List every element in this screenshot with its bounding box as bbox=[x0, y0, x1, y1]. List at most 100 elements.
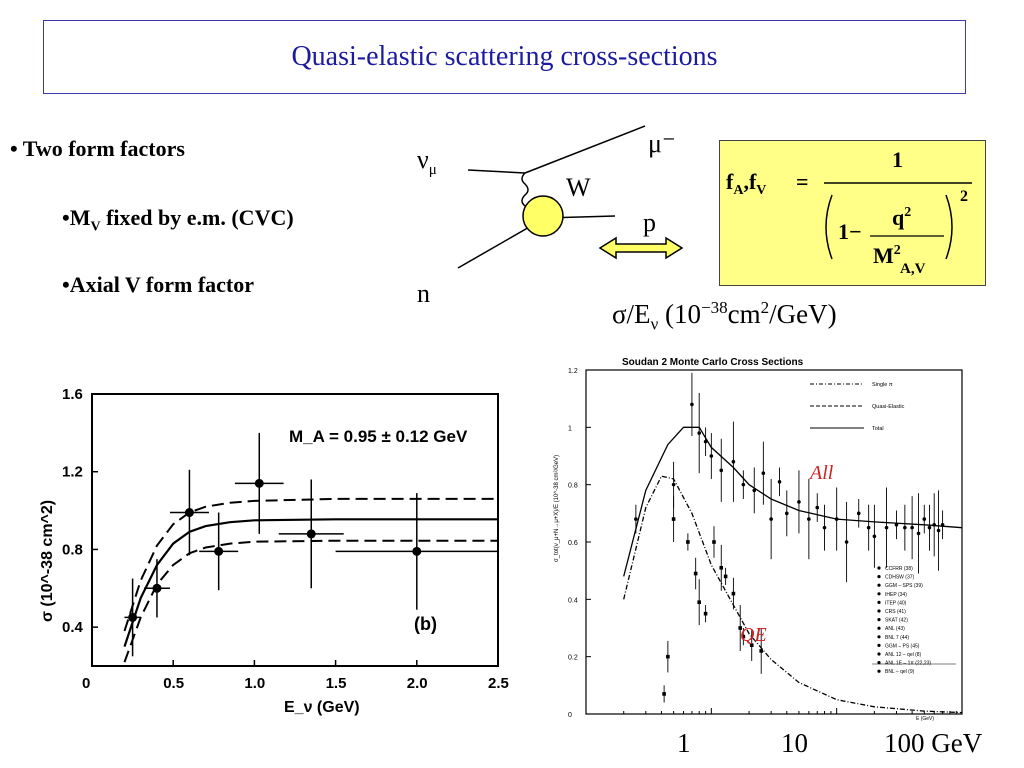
qe-data-point bbox=[662, 685, 666, 703]
total-data-point bbox=[769, 478, 773, 560]
formula-lhs: fA,fV bbox=[726, 169, 766, 198]
right-plot-axes: 0 0.2 0.4 0.6 0.8 1 1.2 bbox=[568, 368, 963, 719]
data-point bbox=[124, 578, 141, 657]
svg-text:q2: q2 bbox=[892, 205, 911, 230]
w-boson-line bbox=[521, 172, 529, 207]
p-label: p bbox=[643, 208, 656, 237]
data-point bbox=[234, 432, 284, 534]
legend-marker bbox=[877, 600, 881, 604]
total-data-point bbox=[922, 504, 927, 534]
legend-marker bbox=[877, 592, 881, 596]
neutrino-line bbox=[467, 169, 526, 174]
left-plot-frame bbox=[91, 393, 499, 667]
title-box: Quasi-elastic scattering cross-sections bbox=[43, 20, 966, 94]
qe-data-point bbox=[697, 579, 701, 626]
legend-marker bbox=[877, 583, 881, 587]
legend-marker bbox=[877, 566, 881, 570]
left-plot-axes: 0 0.5 1.0 1.5 2.0 2.5 0.4 0.8 1.2 1.6 bbox=[62, 386, 509, 692]
right-y-tick-label: 0.6 bbox=[568, 540, 578, 547]
total-data-point bbox=[741, 470, 746, 499]
right-cross-section-plot: 0 0.2 0.4 0.6 0.8 1 1.2 Soudan 2 Monte Carlo C… bbox=[542, 352, 974, 738]
legend-marker bbox=[877, 669, 881, 673]
total-data-point bbox=[697, 392, 701, 474]
legend-label: IHEP (34) bbox=[885, 592, 907, 598]
legend-marker bbox=[877, 635, 881, 639]
right-legend: Single π Quasi-Elastic Total CCFRR (38) CDHS… bbox=[810, 382, 956, 675]
svg-text:=: = bbox=[796, 169, 809, 194]
legend-marker bbox=[877, 626, 881, 630]
legend-marker bbox=[877, 575, 881, 579]
bottom-tick-10: 10 bbox=[781, 728, 808, 758]
muon-line bbox=[524, 125, 646, 174]
total-data-point bbox=[703, 427, 708, 456]
total-data-point bbox=[834, 487, 839, 551]
left-cross-section-plot: 0 0.5 1.0 1.5 2.0 2.5 0.4 0.8 1.2 1.6 M_A = 0.95 … bbox=[14, 372, 522, 726]
legend-label: Quasi-Elastic bbox=[872, 404, 905, 410]
total-data-point bbox=[731, 421, 736, 502]
bullet-mv-cvc: •MV fixed by e.m. (CVC) bbox=[62, 205, 294, 235]
total-data-point bbox=[761, 441, 766, 505]
left-x-tick-label: 0.5 bbox=[163, 675, 184, 692]
qe-data-point bbox=[749, 629, 754, 661]
left-x-tick-label: 0 bbox=[82, 675, 90, 692]
qe-data-point bbox=[693, 557, 698, 590]
legend-label: GGM – SPS (39) bbox=[885, 583, 923, 589]
total-data-point bbox=[940, 510, 945, 540]
total-data-point bbox=[932, 493, 936, 557]
svg-text:2: 2 bbox=[960, 188, 968, 205]
total-data-point bbox=[709, 433, 714, 479]
svg-text:1−: 1− bbox=[838, 219, 862, 244]
qe-data-point bbox=[719, 544, 724, 591]
total-data-point bbox=[884, 487, 889, 568]
legend-label: BNL – qel (9) bbox=[885, 669, 915, 675]
legend-label: ANL 1E – 1π (22,23) bbox=[885, 661, 931, 667]
upper-error-curve bbox=[123, 497, 498, 632]
n-label: n bbox=[417, 279, 430, 308]
right-y-tick-label: 0.2 bbox=[568, 655, 578, 662]
right-title: Soudan 2 Monte Carlo Cross Sections bbox=[622, 357, 804, 368]
total-data-point bbox=[903, 504, 907, 551]
total-data-point bbox=[844, 501, 849, 583]
data-point bbox=[143, 559, 170, 618]
legend-marker bbox=[877, 652, 881, 656]
legend-label: ITEP (40) bbox=[885, 600, 907, 606]
legend-label: BNL 7 (44) bbox=[885, 635, 909, 641]
total-data-point bbox=[634, 504, 638, 534]
slide-title: Quasi-elastic scattering cross-sections bbox=[291, 41, 718, 72]
total-data-point bbox=[777, 467, 782, 497]
svg-text:A,V: A,V bbox=[900, 261, 926, 277]
total-curve bbox=[623, 426, 963, 577]
total-data-point bbox=[719, 438, 724, 502]
left-ylabel: σ (10^-38 cm^2) bbox=[39, 500, 56, 622]
qe-data-point bbox=[738, 605, 743, 651]
total-data-point bbox=[815, 493, 820, 522]
qe-data-point bbox=[723, 567, 728, 585]
qe-data-point bbox=[759, 628, 764, 674]
legend-label: Single π bbox=[872, 382, 893, 388]
right-y-tick-label: 1.2 bbox=[568, 368, 578, 375]
left-y-tick-label: 1.2 bbox=[62, 464, 83, 481]
legend-label: CDHSW (37) bbox=[885, 575, 915, 581]
left-plot-curves bbox=[123, 497, 498, 663]
right-plot-points bbox=[634, 372, 945, 703]
right-y-tick-label: 0.4 bbox=[568, 597, 578, 604]
legend-marker bbox=[877, 618, 881, 622]
central-fit-curve bbox=[123, 518, 498, 647]
total-data-point bbox=[910, 496, 914, 560]
total-data-point bbox=[807, 478, 811, 560]
total-data-point bbox=[927, 504, 932, 551]
legend-label: ANL 12 – qel (8) bbox=[885, 652, 922, 658]
qe-data-point bbox=[741, 628, 746, 646]
legend-marker bbox=[877, 643, 881, 647]
left-y-tick-label: 0.4 bbox=[62, 619, 84, 636]
right-plot-curves bbox=[623, 426, 963, 714]
quasi-elastic-curve bbox=[623, 475, 963, 714]
right-xlabel: E (GeV) bbox=[916, 716, 934, 722]
panel-label: (b) bbox=[414, 614, 437, 634]
bottom-tick-100: 100 GeV bbox=[884, 728, 983, 758]
vertex-blob bbox=[522, 195, 564, 237]
total-data-point bbox=[856, 499, 861, 528]
total-data-point bbox=[690, 372, 694, 436]
form-factor-formula: fA,fV = 1 1− q2 M2 A,V 2 bbox=[719, 140, 986, 286]
left-plot-points bbox=[124, 432, 498, 657]
